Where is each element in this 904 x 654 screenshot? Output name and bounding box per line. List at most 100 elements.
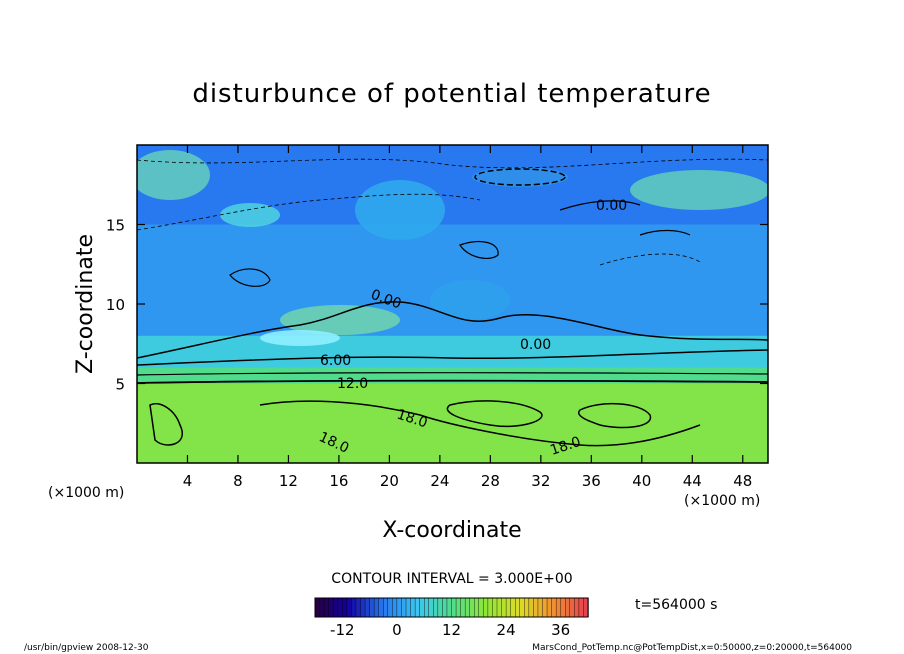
colorbar-cell-1 [319, 597, 325, 618]
colorbar-cell-21 [410, 597, 416, 618]
colorbar-cell-25 [428, 597, 435, 618]
x-tick-label-11: 48 [733, 472, 752, 490]
colorbar-cell-57 [574, 597, 580, 618]
x-axis-ticks: 4 8 12 16 20 24 28 32 36 40 44 48 [183, 145, 752, 490]
colorbar-cell-42 [505, 597, 512, 618]
colorbar-cell-34 [469, 597, 475, 618]
colorbar-tick-label-4: 36 [551, 621, 570, 639]
x-axis-label: X-coordinate [382, 518, 521, 543]
colorbar-cell-53 [555, 597, 562, 618]
x-tick-label-9: 40 [632, 472, 651, 490]
colorbar-cell-29 [446, 597, 453, 618]
x-unit-right: (×1000 m) [684, 493, 760, 509]
colorbar-cell-58 [578, 597, 585, 618]
colorbar-cell-48 [533, 597, 539, 618]
chart-title: disturbunce of potential temperature [192, 79, 711, 109]
x-tick-label-3: 16 [329, 472, 348, 490]
colorbar-cell-4 [333, 597, 339, 618]
contour-lines [137, 158, 768, 447]
colorbar-tick-label-0: -12 [330, 621, 355, 639]
colorbar-cell-14 [378, 597, 384, 618]
colorbar-cell-39 [492, 597, 498, 618]
colorbar-cell-47 [528, 597, 535, 618]
colorbar-cell-45 [519, 597, 526, 618]
colorbar-cell-49 [537, 597, 544, 618]
contour-label-3: 6.00 [320, 353, 351, 369]
footer-right: MarsCond_PotTemp.nc@PotTempDist,x=0:5000… [532, 643, 852, 653]
colorbar-cell-9 [355, 597, 362, 618]
colorbar-tick-label-2: 12 [442, 621, 461, 639]
colorbar-cell-46 [524, 597, 530, 618]
colorbar-cell-8 [351, 597, 357, 618]
x-tick-label-7: 32 [531, 472, 550, 490]
field-layer-3 [137, 224, 768, 336]
colorbar-cell-5 [337, 597, 344, 618]
colorbar-tick-label-3: 24 [497, 621, 516, 639]
colorbar-cell-51 [546, 597, 553, 618]
colorbar-cell-56 [569, 597, 576, 618]
colorbar-cell-27 [437, 597, 444, 618]
colorbar-tick-label-1: 0 [392, 621, 402, 639]
colorbar-cell-17 [392, 597, 398, 618]
y-tick-label-2: 15 [106, 217, 125, 235]
colorbar-cell-26 [433, 597, 439, 618]
colorbar-cell-52 [551, 597, 557, 618]
colorbar-cell-3 [328, 597, 334, 618]
colorbar-frame [314, 597, 589, 618]
x-tick-label-4: 20 [380, 472, 399, 490]
x-tick-label-0: 4 [183, 472, 193, 490]
y-axis-label: Z-coordinate [73, 234, 98, 374]
field-blobs [137, 150, 768, 346]
colorbar-cell-16 [387, 597, 394, 618]
colorbar-cell-19 [401, 597, 407, 618]
footer-left: /usr/bin/gpview 2008-12-30 [24, 643, 149, 653]
colorbar-cell-22 [414, 597, 421, 618]
x-tick-label-5: 24 [430, 472, 449, 490]
colorbar-cell-20 [405, 597, 412, 618]
contour-interval: CONTOUR INTERVAL = 3.000E+00 [331, 571, 572, 587]
colorbar-cell-11 [364, 597, 371, 618]
field-layer-1 [137, 367, 768, 384]
colorbar-cell-37 [483, 597, 489, 618]
colorbar-cell-33 [464, 597, 471, 618]
x-tick-label-1: 8 [233, 472, 243, 490]
colorbar-ticks: -12 0 12 24 36 [330, 621, 570, 639]
colorbar-cell-30 [451, 597, 457, 618]
y-tick-label-1: 10 [106, 296, 125, 314]
plot-area [137, 145, 768, 463]
x-unit-left: (×1000 m) [48, 485, 124, 501]
colorbar-cell-6 [342, 597, 348, 618]
colorbar-cell-55 [565, 597, 571, 618]
colorbar-cell-23 [419, 597, 425, 618]
colorbar-cell-43 [510, 597, 516, 618]
colorbar [314, 597, 589, 618]
colorbar-cell-36 [478, 597, 485, 618]
colorbar-cell-41 [501, 597, 507, 618]
colorbar-cell-38 [487, 597, 494, 618]
field-layer-2 [137, 335, 768, 368]
colorbar-cell-28 [442, 597, 448, 618]
contour-label-4: 12.0 [337, 376, 368, 392]
colorbar-cell-15 [383, 597, 389, 618]
colorbar-cell-18 [396, 597, 403, 618]
colorbar-cell-0 [314, 597, 321, 618]
colorbar-cell-32 [460, 597, 466, 618]
colorbar-cell-13 [373, 597, 380, 618]
x-tick-label-6: 28 [481, 472, 500, 490]
y-axis-ticks: 5 10 15 [106, 217, 768, 394]
colorbar-cell-31 [455, 597, 462, 618]
x-tick-label-8: 36 [582, 472, 601, 490]
colorbar-cell-50 [542, 597, 548, 618]
time-label: t=564000 s [635, 597, 717, 613]
colorbar-cell-40 [496, 597, 503, 618]
x-tick-label-2: 12 [279, 472, 298, 490]
y-tick-label-0: 5 [115, 376, 125, 394]
colorbar-cell-24 [424, 597, 430, 618]
field-layer-0 [137, 383, 768, 463]
contour-label-0: 0.00 [596, 198, 627, 214]
colorbar-cell-44 [515, 597, 521, 618]
contour-label-2: 0.00 [520, 337, 551, 353]
colorbar-cell-2 [323, 597, 330, 618]
x-tick-label-10: 44 [683, 472, 702, 490]
